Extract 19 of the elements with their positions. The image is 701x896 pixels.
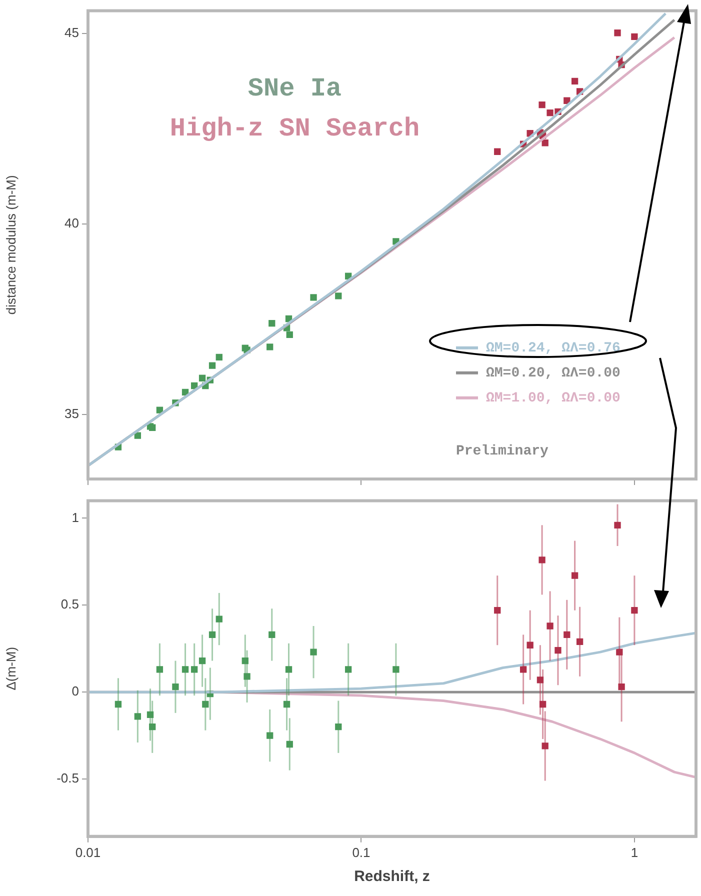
y-axis-title: Δ(m-M) xyxy=(3,646,18,690)
x-tick-label: 0.01 xyxy=(75,844,101,860)
text: High-z SN Search xyxy=(170,113,420,144)
y-tick-label: 35 xyxy=(64,406,79,421)
x-tick-label: 1 xyxy=(630,844,638,860)
x-axis-title: Redshift, z xyxy=(354,868,430,886)
text: SNe Ia xyxy=(248,73,342,104)
legend-label: ΩM=1.00, ΩΛ=0.00 xyxy=(486,390,620,406)
y-axis-title: distance modulus (m-M) xyxy=(3,175,18,315)
annotation: Preliminary xyxy=(456,443,550,460)
y-tick-label: 0.5 xyxy=(60,596,79,612)
y-tick-label: -0.5 xyxy=(56,770,79,786)
x-tick-label: 0.1 xyxy=(352,844,370,860)
legend-label: ΩM=0.20, ΩΛ=0.00 xyxy=(486,365,620,382)
y-tick-label: 0 xyxy=(72,684,79,699)
y-tick-label: 40 xyxy=(64,216,79,231)
legend-label: ΩM=0.24, ΩΛ=0.76 xyxy=(486,340,620,356)
y-tick-label: 45 xyxy=(64,25,79,40)
y-tick-label: 1 xyxy=(72,510,79,525)
